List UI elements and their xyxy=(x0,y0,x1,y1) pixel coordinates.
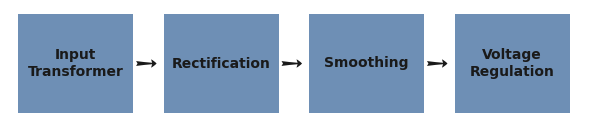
FancyBboxPatch shape xyxy=(309,14,424,113)
Text: Rectification: Rectification xyxy=(171,57,271,70)
Text: Input
Transformer: Input Transformer xyxy=(28,48,124,79)
Text: Voltage
Regulation: Voltage Regulation xyxy=(470,48,554,79)
FancyBboxPatch shape xyxy=(164,14,279,113)
FancyBboxPatch shape xyxy=(454,14,570,113)
Text: Smoothing: Smoothing xyxy=(324,57,409,70)
FancyBboxPatch shape xyxy=(18,14,133,113)
